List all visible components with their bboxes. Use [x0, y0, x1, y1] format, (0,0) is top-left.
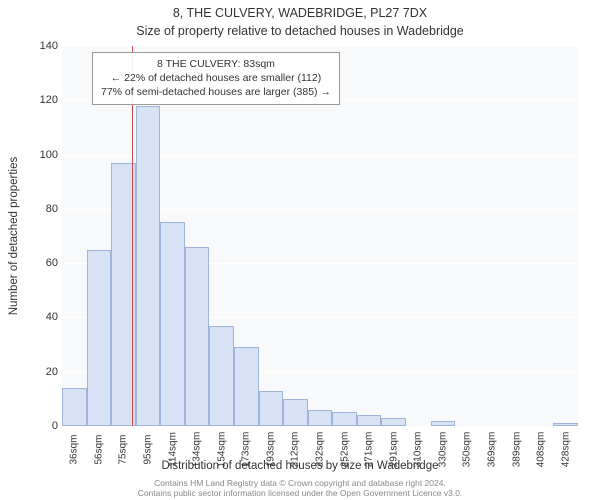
histogram-bar [136, 106, 161, 426]
y-tick-label: 20 [28, 366, 58, 378]
histogram-bar [209, 326, 234, 426]
y-tick-label: 60 [28, 257, 58, 269]
histogram-bar [332, 412, 357, 426]
grid-line [62, 426, 578, 427]
y-tick-label: 0 [28, 420, 58, 432]
y-tick-label: 120 [28, 94, 58, 106]
histogram-bar [283, 399, 308, 426]
chart-title-address: 8, THE CULVERY, WADEBRIDGE, PL27 7DX [0, 6, 600, 20]
histogram-bar [553, 423, 578, 426]
chart-subtitle: Size of property relative to detached ho… [0, 24, 600, 38]
histogram-bar [357, 415, 382, 426]
y-axis-label: Number of detached properties [8, 157, 20, 316]
annotation-line3: 77% of semi-detached houses are larger (… [101, 85, 331, 99]
y-tick-label: 100 [28, 149, 58, 161]
plot-area: 8 THE CULVERY: 83sqm← 22% of detached ho… [62, 46, 578, 426]
histogram-bar [234, 347, 259, 426]
annotation-box: 8 THE CULVERY: 83sqm← 22% of detached ho… [92, 52, 340, 105]
grid-line [62, 46, 578, 47]
credits: Contains HM Land Registry data © Crown c… [0, 478, 600, 498]
histogram-bar [62, 388, 87, 426]
histogram-bar [160, 222, 185, 426]
histogram-bar [431, 421, 456, 426]
y-tick-label: 80 [28, 203, 58, 215]
histogram-bar [87, 250, 112, 426]
property-size-chart: 8, THE CULVERY, WADEBRIDGE, PL27 7DX Siz… [0, 0, 600, 500]
annotation-line2: ← 22% of detached houses are smaller (11… [101, 71, 331, 85]
y-tick-label: 140 [28, 40, 58, 52]
credits-line2: Contains public sector information licen… [0, 488, 600, 498]
histogram-bar [185, 247, 210, 426]
x-axis-label: Distribution of detached houses by size … [0, 460, 600, 472]
histogram-bar [308, 410, 333, 426]
histogram-bar [381, 418, 406, 426]
credits-line1: Contains HM Land Registry data © Crown c… [0, 478, 600, 488]
histogram-bar [259, 391, 284, 426]
y-tick-label: 40 [28, 311, 58, 323]
annotation-line1: 8 THE CULVERY: 83sqm [101, 57, 331, 71]
